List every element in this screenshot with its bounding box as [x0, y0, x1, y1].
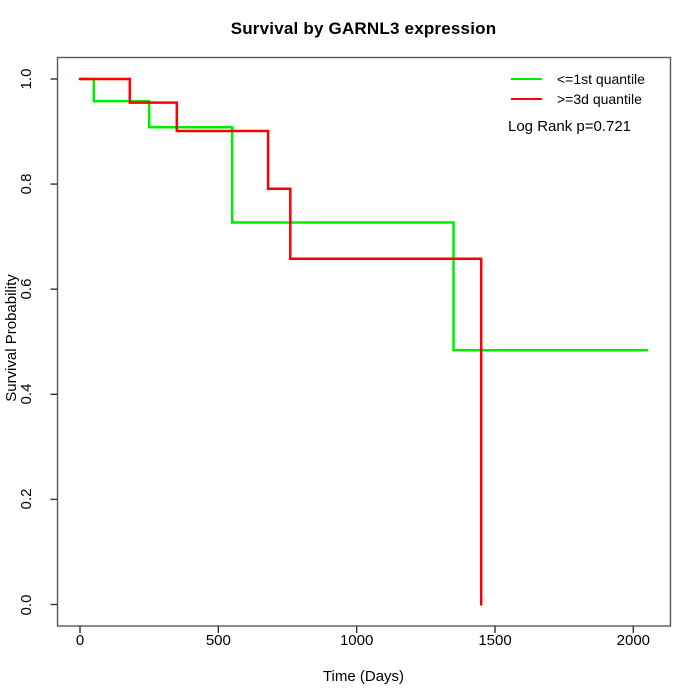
plot-box	[56, 56, 672, 627]
legend-line-sample-red	[511, 98, 542, 100]
chart-title: Survival by GARNL3 expression	[230, 19, 497, 38]
x-tick-label: 0	[75, 632, 85, 649]
x-tick-label: 2000	[616, 632, 651, 649]
x-tick-label: 1500	[478, 632, 512, 649]
y-tick-label: 0.4	[17, 383, 35, 405]
legend-line-sample-green	[511, 78, 542, 80]
y-tick-label: 0.8	[17, 173, 35, 195]
legend-item-third-quantile: >=3d quantile	[511, 89, 642, 109]
legend-item-first-quantile: <=1st quantile	[511, 69, 645, 89]
y-axis-label: Survival Probability	[3, 274, 20, 402]
x-tick-label: 500	[205, 632, 231, 649]
x-axis-label: Time (Days)	[322, 668, 405, 685]
log-rank-annotation: Log Rank p=0.721	[508, 118, 632, 135]
y-tick-label: 0.2	[17, 488, 35, 510]
legend-label-first-quantile: <=1st quantile	[557, 71, 645, 87]
y-tick-label: 0.6	[17, 278, 35, 300]
km-curve-third-quantile	[78, 77, 483, 606]
legend-label-third-quantile: >=3d quantile	[557, 91, 642, 107]
km-curve-first-quantile	[78, 77, 649, 352]
y-tick-label: 0.0	[17, 594, 35, 615]
y-tick-label: 1.0	[17, 68, 35, 90]
x-tick-label: 1000	[339, 632, 374, 649]
